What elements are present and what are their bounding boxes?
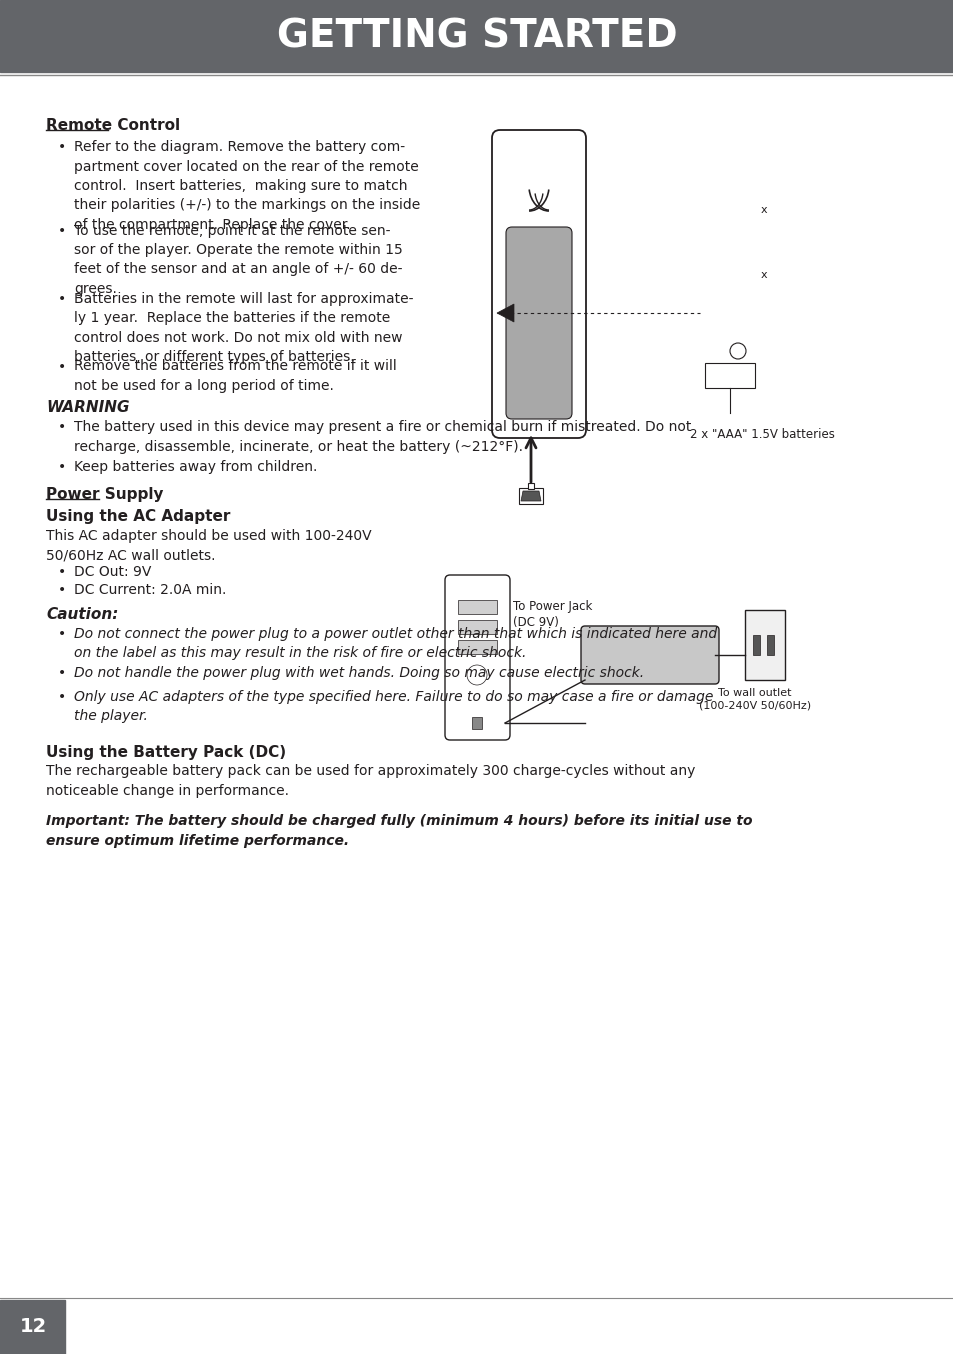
Text: x: x [760,269,766,279]
Text: •: • [58,360,66,374]
Text: •: • [58,459,66,474]
Text: This AC adapter should be used with 100-240V
50/60Hz AC wall outlets.: This AC adapter should be used with 100-… [46,529,372,562]
FancyBboxPatch shape [505,227,572,418]
Bar [472,718,481,728]
Polygon shape [497,305,514,322]
Text: 12: 12 [19,1317,47,1336]
Bar [0,0,953,72]
Circle shape [467,665,486,685]
Bar [766,635,773,655]
Text: The battery used in this device may present a fire or chemical burn if mistreate: The battery used in this device may pres… [74,421,691,454]
Bar [0,1300,65,1354]
Text: •: • [58,666,66,680]
Bar [457,620,497,634]
Text: To Power Jack
(DC 9V): To Power Jack (DC 9V) [513,600,592,630]
Text: x: x [760,204,766,214]
Text: •: • [58,139,66,154]
Text: Do not handle the power plug with wet hands. Doing so may cause electric shock.: Do not handle the power plug with wet ha… [74,666,643,680]
Text: GETTING STARTED: GETTING STARTED [276,18,677,56]
Circle shape [729,343,745,359]
Text: To wall outlet
(100-240V 50/60Hz): To wall outlet (100-240V 50/60Hz) [699,688,810,711]
Text: Keep batteries away from children.: Keep batteries away from children. [74,459,317,474]
Text: •: • [58,291,66,306]
Text: WARNING: WARNING [46,401,130,416]
Bar [457,600,497,613]
Text: Remote Control: Remote Control [46,118,180,133]
Text: Important: The battery should be charged fully (minimum 4 hours) before its init: Important: The battery should be charged… [46,815,752,848]
Text: Batteries in the remote will last for approximate-
ly 1 year.  Replace the batte: Batteries in the remote will last for ap… [74,291,413,364]
Text: Power Supply: Power Supply [46,487,163,502]
Text: Caution:: Caution: [46,607,118,621]
FancyBboxPatch shape [580,626,719,684]
Text: Using the Battery Pack (DC): Using the Battery Pack (DC) [46,745,286,760]
Text: 2 x "AAA" 1.5V batteries: 2 x "AAA" 1.5V batteries [689,428,834,441]
Text: Using the AC Adapter: Using the AC Adapter [46,509,230,524]
Text: •: • [58,584,66,597]
FancyBboxPatch shape [492,130,585,437]
Text: •: • [58,421,66,435]
Text: Refer to the diagram. Remove the battery com-
partment cover located on the rear: Refer to the diagram. Remove the battery… [74,139,420,232]
FancyBboxPatch shape [444,575,510,741]
Text: To use the remote, point it at the remote sen-
sor of the player. Operate the re: To use the remote, point it at the remot… [74,223,402,297]
Bar [704,363,754,389]
Text: •: • [58,565,66,580]
Text: Do not connect the power plug to a power outlet other than that which is indicat: Do not connect the power plug to a power… [74,627,717,661]
Bar [752,635,760,655]
Text: Remove the batteries from the remote if it will
not be used for a long period of: Remove the batteries from the remote if … [74,360,396,393]
Text: •: • [58,627,66,640]
Bar [457,640,497,654]
Text: •: • [58,689,66,704]
Text: Only use AC adapters of the type specified here. Failure to do so may case a fir: Only use AC adapters of the type specifi… [74,689,713,723]
Bar [527,483,534,489]
Text: •: • [58,223,66,237]
Text: The rechargeable battery pack can be used for approximately 300 charge-cycles wi: The rechargeable battery pack can be use… [46,765,695,798]
Bar [744,611,784,680]
Text: DC Current: 2.0A min.: DC Current: 2.0A min. [74,584,226,597]
Text: DC Out: 9V: DC Out: 9V [74,565,152,580]
Bar [518,487,542,504]
Polygon shape [520,492,540,501]
